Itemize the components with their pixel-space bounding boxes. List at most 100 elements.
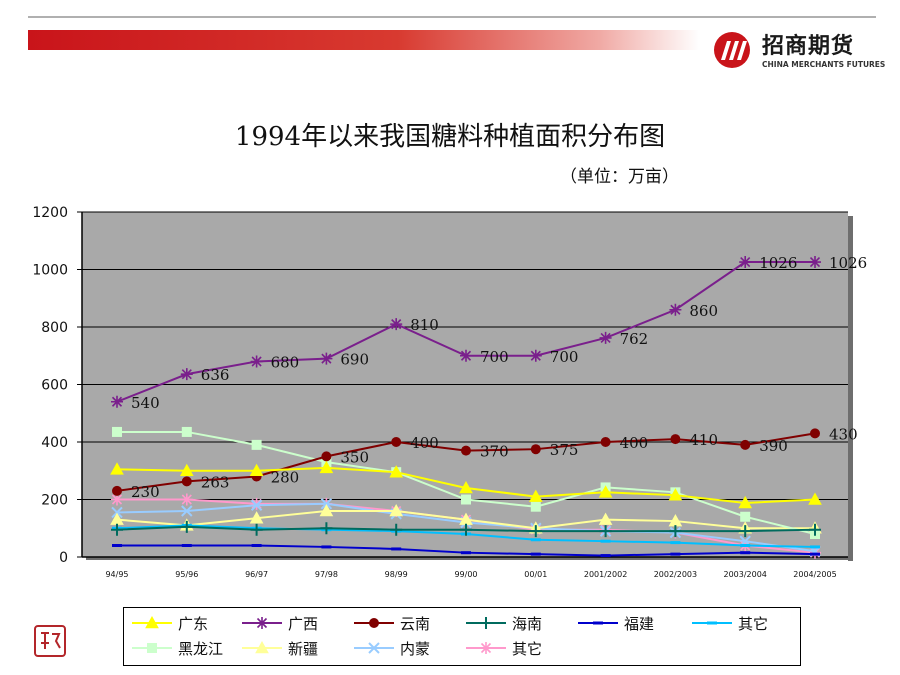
data-point xyxy=(251,439,262,450)
plot-shadow-bottom xyxy=(86,557,852,560)
y-tick-label: 800 xyxy=(41,320,68,336)
data-point xyxy=(598,512,613,525)
data-label: 810 xyxy=(410,316,439,334)
legend-item: 广东 xyxy=(132,612,208,634)
data-point xyxy=(319,503,334,517)
legend-marker xyxy=(368,642,380,654)
data-point xyxy=(739,256,752,269)
data-label: 690 xyxy=(340,351,369,369)
data-point xyxy=(740,439,751,450)
legend-swatch xyxy=(242,640,282,654)
data-point xyxy=(320,522,333,535)
data-point xyxy=(461,494,471,505)
y-tick-label: 600 xyxy=(41,378,68,394)
data-point xyxy=(250,523,263,536)
legend-item: 海南 xyxy=(466,612,542,634)
legend-item: 内蒙 xyxy=(354,637,430,659)
data-point xyxy=(460,523,472,536)
header-banner xyxy=(28,30,700,50)
legend-label: 其它 xyxy=(512,639,543,658)
unit-label: （单位：万亩） xyxy=(560,167,679,187)
data-point xyxy=(460,349,472,362)
data-point xyxy=(810,428,820,439)
data-label: 762 xyxy=(620,330,649,348)
data-point xyxy=(459,480,473,494)
line-chart: 0 200 400 600 800 1000 1200 94/95 95/96 96/97 97/9… xyxy=(32,205,867,579)
data-point xyxy=(670,434,681,445)
y-tick-label: 400 xyxy=(41,435,68,451)
data-point xyxy=(180,368,193,381)
data-point xyxy=(738,495,753,509)
legend-swatch xyxy=(132,643,172,653)
data-label: 280 xyxy=(271,469,300,487)
data-point xyxy=(321,451,332,462)
legend-item: 广西 xyxy=(242,612,318,634)
legend-label: 其它 xyxy=(738,614,769,633)
x-tick-label: 2003/2004 xyxy=(723,570,766,579)
legend-marker xyxy=(369,618,379,628)
data-point xyxy=(391,437,402,447)
data-label: 400 xyxy=(410,434,439,452)
x-tick-label: 98/99 xyxy=(385,570,408,579)
data-point xyxy=(669,303,682,316)
data-point xyxy=(320,498,333,510)
data-label: 700 xyxy=(550,348,579,366)
data-point xyxy=(110,462,124,475)
data-point xyxy=(180,520,193,533)
data-point xyxy=(668,488,683,501)
legend-item: 黑龙江 xyxy=(132,637,223,659)
legend-marker xyxy=(256,617,268,629)
legend-label: 云南 xyxy=(400,614,431,633)
legend-swatch xyxy=(354,642,394,654)
legend-item: 云南 xyxy=(354,612,430,634)
x-tick-label: 00/01 xyxy=(524,570,547,579)
data-label: 1026 xyxy=(829,254,867,272)
series-1: 540 636 680 690 810 700 700 762 860 1026 1026 xyxy=(111,254,867,412)
data-label: 860 xyxy=(689,302,718,320)
legend-item: 福建 xyxy=(578,612,654,634)
legend-swatch xyxy=(578,621,618,625)
legend-marker xyxy=(147,643,157,653)
data-label: 680 xyxy=(271,354,300,372)
legend-label: 黑龙江 xyxy=(178,639,224,658)
data-label: 375 xyxy=(550,441,579,459)
data-point xyxy=(180,493,193,506)
data-point xyxy=(529,525,542,538)
legend-label: 广西 xyxy=(288,614,319,633)
y-tick-label: 1000 xyxy=(32,263,68,279)
legend-swatch xyxy=(692,621,732,625)
chart-title: 1994年以来我国糖料种植面积分布图 xyxy=(234,122,666,152)
legend-swatch xyxy=(354,618,394,628)
data-point xyxy=(530,444,541,455)
data-point xyxy=(600,437,611,447)
x-tick-label: 95/96 xyxy=(175,570,198,579)
data-point xyxy=(250,499,263,511)
data-point xyxy=(181,476,192,487)
brand-logo: 招商期货 CHINA MERCHANTS FUTURES xyxy=(712,24,885,78)
header-rule xyxy=(28,16,876,18)
data-point xyxy=(739,525,752,538)
legend-label: 福建 xyxy=(624,614,655,633)
data-label: 390 xyxy=(759,437,788,455)
data-point xyxy=(389,503,404,517)
data-point xyxy=(809,523,821,536)
series-0 xyxy=(110,460,822,509)
data-point xyxy=(389,465,404,478)
legend-label: 新疆 xyxy=(288,639,319,658)
brand-name-cn: 招商期货 xyxy=(762,34,855,59)
data-point xyxy=(111,523,123,536)
data-point xyxy=(112,426,122,437)
data-label: 350 xyxy=(340,448,369,466)
legend-item: 新疆 xyxy=(242,637,318,659)
data-point xyxy=(250,355,263,368)
series-2: 230 263 280 350 400 370 375 400 410 390 430 xyxy=(112,425,858,501)
data-point xyxy=(250,497,263,510)
data-point xyxy=(249,511,264,524)
data-point xyxy=(320,352,333,365)
series-4 xyxy=(112,544,820,558)
data-point xyxy=(319,460,334,474)
legend-swatch xyxy=(242,617,282,629)
seal-stamp-icon xyxy=(34,625,66,657)
data-point xyxy=(530,501,541,512)
legend-swatch xyxy=(466,617,506,629)
